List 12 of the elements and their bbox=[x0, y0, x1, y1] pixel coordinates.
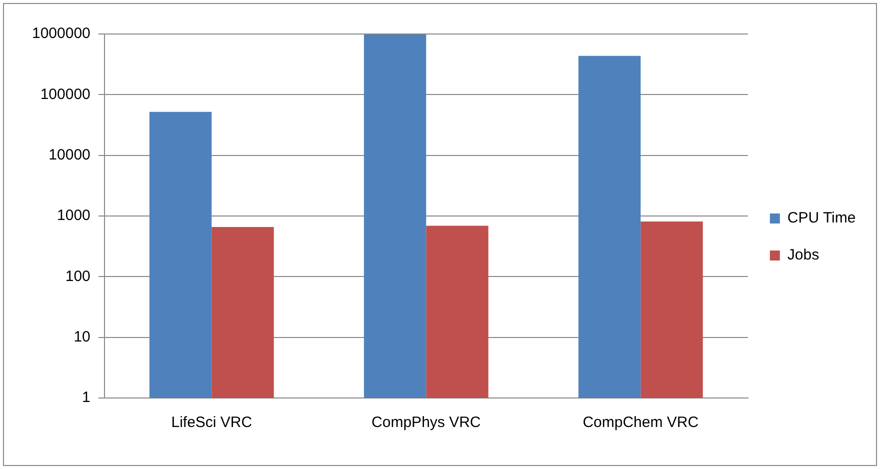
y-tick-label: 1000 bbox=[57, 207, 90, 224]
x-tick-label: LifeSci VRC bbox=[171, 414, 252, 432]
y-tick-label: 100000 bbox=[40, 86, 90, 103]
legend-label: Jobs bbox=[787, 246, 820, 264]
x-tick-label: CompPhys VRC bbox=[372, 414, 481, 432]
y-tick-label: 1 bbox=[82, 389, 90, 406]
legend-label: CPU Time bbox=[787, 210, 856, 227]
y-tick-label: 100 bbox=[65, 268, 90, 285]
y-tick-label: 10000 bbox=[48, 146, 90, 164]
y-tick-label: 1000000 bbox=[32, 25, 90, 42]
x-tick-label: CompChem VRC bbox=[582, 414, 699, 432]
y-tick-label: 10 bbox=[74, 328, 90, 346]
